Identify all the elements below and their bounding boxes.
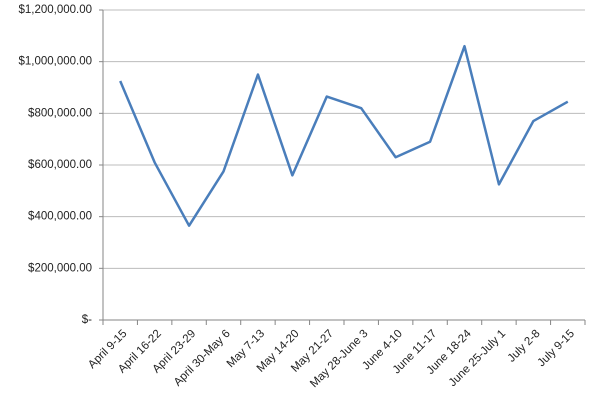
- y-tick-label: $400,000.00: [28, 211, 92, 223]
- y-tick-label: $800,000.00: [28, 107, 92, 119]
- y-tick-label: $1,200,000.00: [18, 4, 92, 16]
- y-tick-label: $-: [82, 314, 92, 326]
- y-tick-label: $1,000,000.00: [18, 56, 92, 68]
- y-tick-label: $600,000.00: [28, 159, 92, 171]
- series-line: [119, 44, 569, 227]
- x-tick-label: July 9-15: [536, 328, 577, 369]
- y-tick-label: $200,000.00: [28, 262, 92, 274]
